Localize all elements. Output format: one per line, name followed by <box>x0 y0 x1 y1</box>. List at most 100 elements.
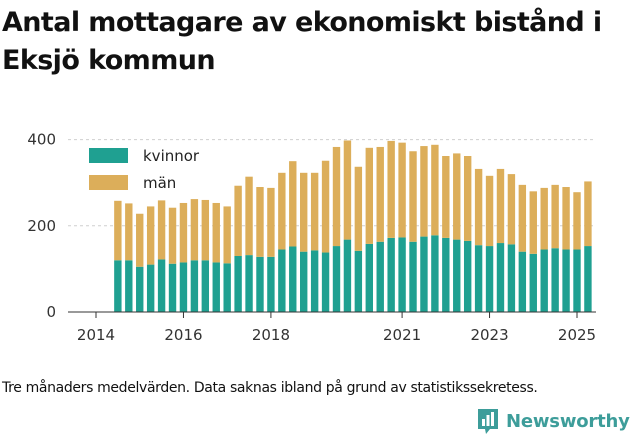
bar-man <box>431 144 439 236</box>
bar-kvinnor <box>365 243 373 312</box>
bar-man <box>300 172 308 252</box>
stacked-bar-chart: 0 200 400 2014 2016 2018 2021 2023 2025 kvinnor m… <box>27 131 596 344</box>
bar-man <box>114 200 122 261</box>
bar-man <box>245 176 253 256</box>
bar-man <box>562 187 570 250</box>
bar-man <box>201 199 210 261</box>
brand-name: Newsworthy <box>506 410 630 432</box>
bar-kvinnor <box>518 251 527 312</box>
y-tick-label: 200 <box>27 217 56 235</box>
bar-kvinnor <box>223 263 231 312</box>
bars <box>114 140 592 312</box>
x-tick-label: 2016 <box>164 326 202 344</box>
bar-man <box>496 168 505 244</box>
x-tick-label: 2025 <box>558 326 596 344</box>
bar-man <box>398 142 406 238</box>
bar-kvinnor <box>343 239 352 312</box>
newsworthy-chart-logo-icon <box>476 407 500 435</box>
y-tick-label: 0 <box>46 303 56 321</box>
bar-man <box>179 202 188 263</box>
bar-kvinnor <box>354 250 363 312</box>
x-tick-label: 2018 <box>252 326 290 344</box>
bar-kvinnor <box>168 263 177 312</box>
bar-man <box>125 203 133 261</box>
bar-kvinnor <box>529 253 537 312</box>
bar-kvinnor <box>146 264 155 312</box>
bar-kvinnor <box>179 262 188 312</box>
bar-man <box>354 166 363 251</box>
bar-kvinnor <box>212 262 220 312</box>
bar-kvinnor <box>157 259 166 312</box>
legend-swatch-kvinnor <box>89 148 128 163</box>
bar-kvinnor <box>453 239 461 312</box>
bar-man <box>136 213 144 267</box>
bar-kvinnor <box>310 250 319 312</box>
bar-kvinnor <box>332 246 341 312</box>
bar-man <box>387 140 395 238</box>
legend-label-man: män <box>143 174 176 192</box>
bar-kvinnor <box>245 255 253 312</box>
bar-man <box>278 172 286 250</box>
bar-kvinnor <box>136 266 144 312</box>
bar-man <box>146 206 155 265</box>
bar-kvinnor <box>267 256 275 312</box>
bar-kvinnor <box>431 235 439 312</box>
bar-kvinnor <box>278 249 286 312</box>
bar-man <box>157 200 166 260</box>
bar-man <box>420 146 428 237</box>
bar-man <box>453 153 461 240</box>
bar-man <box>310 172 319 251</box>
bar-kvinnor <box>256 256 264 312</box>
bar-man <box>267 187 275 257</box>
bar-kvinnor <box>573 249 581 312</box>
bar-man <box>474 168 483 246</box>
bar-man <box>463 156 472 241</box>
bar-man <box>584 181 592 247</box>
bar-kvinnor <box>496 243 505 312</box>
bar-man <box>212 202 220 263</box>
bar-kvinnor <box>507 244 516 312</box>
x-tick-label: 2021 <box>383 326 421 344</box>
bar-kvinnor <box>190 260 199 312</box>
bar-kvinnor <box>442 237 450 312</box>
bar-kvinnor <box>485 246 494 312</box>
bar-kvinnor <box>420 236 428 312</box>
bar-man <box>573 192 581 250</box>
bar-kvinnor <box>321 252 330 312</box>
legend-swatch-man <box>89 175 128 190</box>
legend: kvinnor män <box>89 147 200 192</box>
bar-kvinnor <box>300 251 308 312</box>
bar-kvinnor <box>114 260 122 312</box>
bar-man <box>223 206 231 264</box>
bar-man <box>332 146 341 247</box>
chart-title: Antal mottagare av ekonomiskt bistånd i … <box>2 7 602 76</box>
bar-kvinnor <box>387 237 395 312</box>
bar-man <box>321 160 330 253</box>
bar-man <box>485 175 494 247</box>
legend-label-kvinnor: kvinnor <box>143 147 200 165</box>
bar-kvinnor <box>234 255 242 312</box>
bar-kvinnor <box>540 249 548 312</box>
axes: 0 200 400 2014 2016 2018 2021 2023 2025 <box>27 131 596 344</box>
bar-kvinnor <box>474 245 483 312</box>
x-tick-label: 2014 <box>77 326 115 344</box>
bar-man <box>343 140 352 240</box>
bar-kvinnor <box>551 248 559 312</box>
bar-man <box>234 185 242 256</box>
bar-man <box>365 147 373 244</box>
bar-man <box>518 184 527 252</box>
bar-man <box>168 207 177 264</box>
x-tick-label: 2023 <box>470 326 508 344</box>
brand-logo[interactable]: Newsworthy <box>476 405 630 437</box>
bar-man <box>551 184 559 249</box>
y-tick-label: 400 <box>27 131 56 149</box>
bar-man <box>529 191 537 254</box>
bar-man <box>442 156 450 238</box>
chart-caption: Tre månaders medelvärden. Data saknas ib… <box>2 380 538 396</box>
bar-kvinnor <box>409 241 417 312</box>
bar-man <box>289 161 297 247</box>
bar-man <box>256 187 264 257</box>
bar-kvinnor <box>398 237 406 312</box>
bar-kvinnor <box>463 240 472 312</box>
bar-kvinnor <box>562 249 570 312</box>
